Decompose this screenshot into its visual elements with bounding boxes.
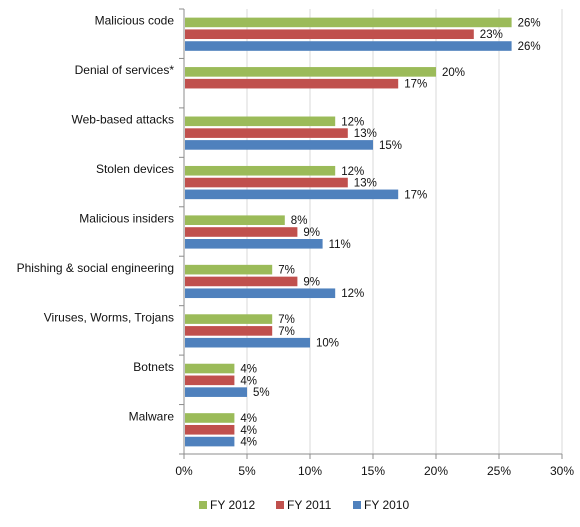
- bar-fy-2010: [185, 337, 310, 348]
- category-label: Denial of services*: [75, 63, 175, 77]
- bar-fy-2010: [185, 436, 235, 447]
- category-label: Malicious insiders: [79, 212, 174, 226]
- data-label: 4%: [240, 425, 257, 437]
- bar-fy-2011: [185, 177, 348, 188]
- data-label: 13%: [354, 178, 377, 190]
- bar-fy-2010: [185, 288, 336, 299]
- x-tick-label: 15%: [361, 464, 385, 478]
- bar-fy-2012: [185, 314, 273, 324]
- category-label: Malicious code: [95, 14, 175, 28]
- bar-fy-2011: [185, 424, 235, 435]
- category-label: Web-based attacks: [72, 113, 175, 127]
- x-tick-label: 5%: [238, 464, 256, 478]
- x-tick-label: 25%: [487, 464, 511, 478]
- bar-fy-2011: [185, 78, 399, 89]
- data-label: 17%: [404, 79, 427, 91]
- data-label: 8%: [291, 215, 308, 227]
- legend-swatch: [199, 501, 207, 509]
- legend-label: FY 2012: [210, 498, 255, 512]
- data-label: 23%: [480, 29, 503, 41]
- legend-label: FY 2011: [287, 498, 332, 512]
- data-label: 26%: [518, 41, 541, 53]
- bar-fy-2012: [185, 17, 512, 28]
- bar-fy-2012: [185, 215, 285, 225]
- x-tick-label: 20%: [424, 464, 448, 478]
- x-tick-label: 30%: [550, 464, 574, 478]
- data-label: 17%: [404, 189, 427, 201]
- data-label: 4%: [240, 413, 257, 425]
- data-label: 20%: [442, 67, 465, 79]
- bar-fy-2012: [185, 165, 336, 176]
- x-tick-label: 10%: [298, 464, 322, 478]
- data-label: 12%: [341, 166, 364, 178]
- legend-swatch: [276, 501, 284, 509]
- data-label: 5%: [253, 387, 270, 399]
- bar-fy-2010: [185, 140, 373, 150]
- data-label: 7%: [278, 314, 295, 326]
- bar-fy-2011: [185, 375, 235, 386]
- data-label: 10%: [316, 338, 339, 350]
- bar-fy-2012: [185, 413, 235, 423]
- category-label: Botnets: [133, 360, 174, 374]
- data-label: 4%: [240, 375, 257, 387]
- data-label: 7%: [278, 265, 295, 277]
- legend-swatch: [353, 501, 361, 509]
- data-label: 9%: [303, 276, 320, 288]
- legend-label: FY 2010: [364, 498, 409, 512]
- category-label: Malware: [129, 409, 175, 423]
- data-label: 4%: [240, 364, 257, 376]
- bar-fy-2010: [185, 239, 323, 249]
- data-label: 9%: [303, 227, 320, 239]
- bar-fy-2011: [185, 128, 348, 138]
- x-tick-label: 0%: [175, 464, 193, 478]
- data-label: 12%: [341, 116, 364, 128]
- data-label: 7%: [278, 326, 295, 338]
- bar-fy-2012: [185, 363, 235, 374]
- bar-fy-2010: [185, 189, 399, 200]
- bar-fy-2012: [185, 116, 336, 127]
- data-label: 15%: [379, 140, 402, 152]
- category-label: Viruses, Worms, Trojans: [44, 310, 174, 324]
- bar-fy-2010: [185, 387, 247, 397]
- bar-fy-2012: [185, 67, 436, 77]
- bar-fy-2010: [185, 41, 512, 51]
- bar-fy-2011: [185, 326, 273, 336]
- bar-fy-2011: [185, 227, 298, 237]
- category-label: Stolen devices: [96, 162, 174, 176]
- bar-fy-2011: [185, 29, 474, 40]
- data-label: 13%: [354, 128, 377, 140]
- data-label: 11%: [329, 239, 351, 251]
- category-label: Phishing & social engineering: [17, 261, 174, 275]
- data-label: 12%: [341, 288, 364, 300]
- data-label: 4%: [240, 437, 257, 449]
- bar-fy-2011: [185, 276, 298, 287]
- data-label: 26%: [518, 17, 541, 29]
- bar-fy-2012: [185, 264, 273, 275]
